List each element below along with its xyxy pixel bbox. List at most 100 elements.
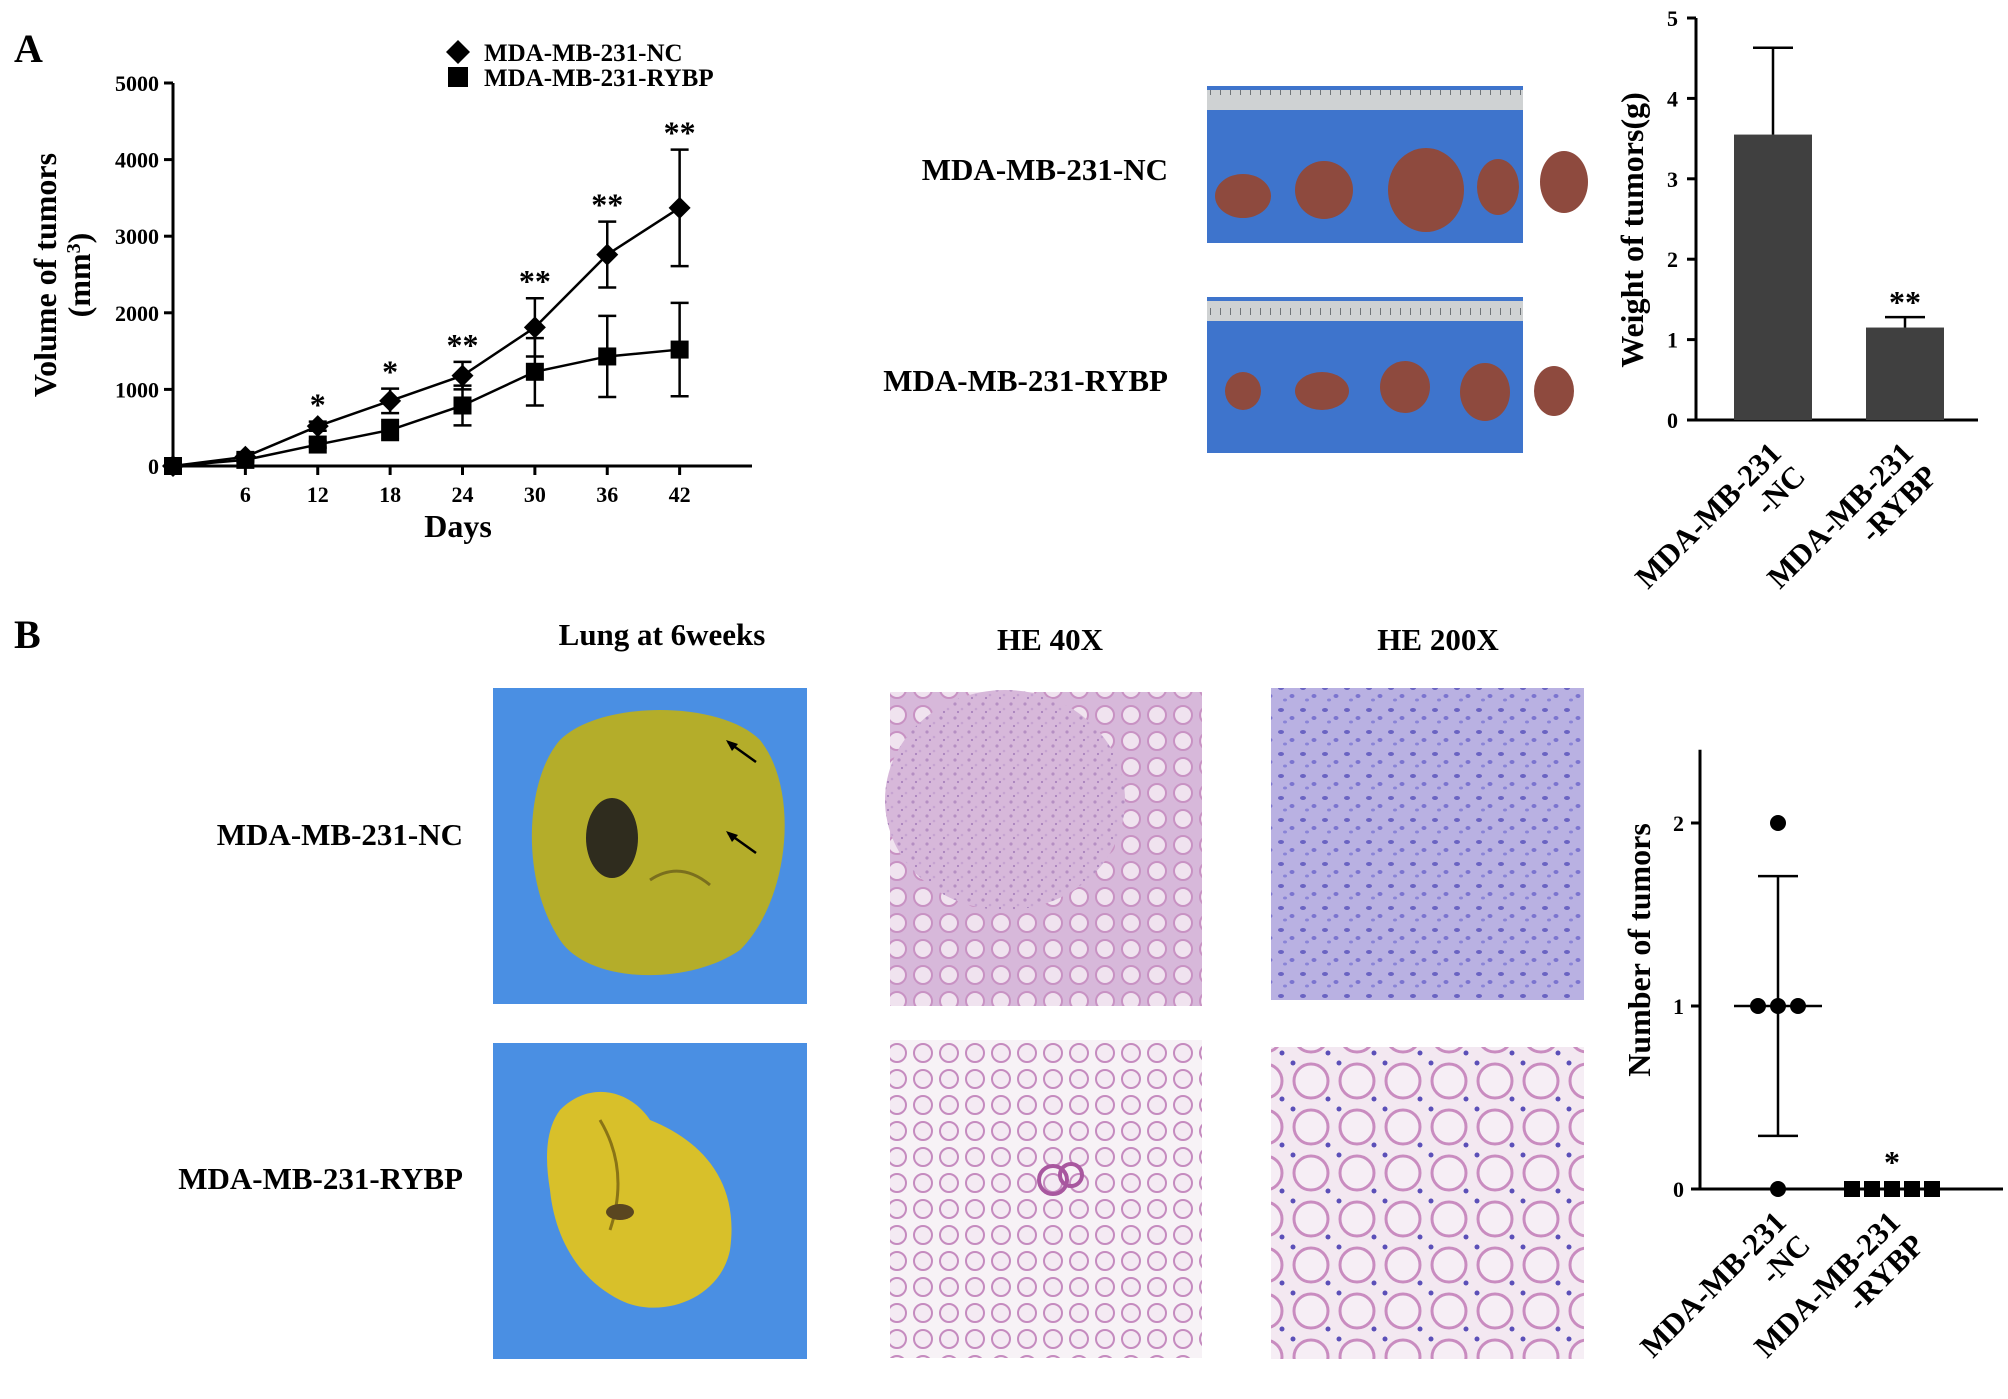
data-point-rybp bbox=[381, 420, 400, 439]
y-tick-label: 3 bbox=[1667, 167, 1678, 192]
data-point-rybp bbox=[1884, 1181, 1900, 1197]
significance-marker: ** bbox=[519, 263, 551, 299]
x-tick-label: 42 bbox=[669, 482, 691, 507]
legend-marker-rybp bbox=[448, 67, 468, 87]
he200-nc-cells bbox=[1271, 688, 1584, 1000]
tumor bbox=[1380, 361, 1430, 413]
he200-rybp-alveoli bbox=[1271, 1047, 1584, 1359]
data-point-rybp bbox=[1864, 1181, 1880, 1197]
data-point-rybp bbox=[453, 396, 472, 415]
data-point-rybp bbox=[670, 340, 689, 359]
tumor bbox=[1388, 148, 1464, 232]
y-tick-label: 2 bbox=[1673, 811, 1684, 836]
row-label-rybp: MDA-MB-231-RYBP bbox=[178, 1161, 463, 1196]
y-axis-label: Number of tumors bbox=[1621, 823, 1657, 1077]
data-point-nc bbox=[379, 389, 402, 412]
column-title-lung: Lung at 6weeks bbox=[559, 617, 766, 652]
data-point-nc bbox=[306, 415, 329, 438]
data-point-rybp bbox=[164, 457, 182, 475]
series-line-rybp bbox=[172, 348, 680, 468]
tumor bbox=[1534, 366, 1574, 416]
x-tick-label: 12 bbox=[307, 482, 329, 507]
significance-marker: * bbox=[1884, 1144, 1900, 1180]
y-tick-label: 4000 bbox=[115, 148, 159, 173]
data-point-rybp bbox=[525, 362, 544, 381]
x-tick-label: 30 bbox=[524, 482, 546, 507]
y-axis-unit-label: (mm3) bbox=[61, 233, 97, 318]
data-point-nc bbox=[1770, 815, 1786, 831]
y-tick-label: 0 bbox=[1673, 1177, 1684, 1202]
legend-entry: MDA-MB-231-RYBP bbox=[484, 65, 714, 92]
tumor-photo-nc bbox=[1207, 86, 1588, 243]
data-point-nc bbox=[1770, 1181, 1786, 1197]
he200-nc bbox=[1271, 688, 1584, 1000]
data-point-rybp bbox=[598, 347, 617, 366]
y-tick-label: 0 bbox=[148, 454, 159, 479]
arrow-head-icon bbox=[726, 740, 738, 751]
significance-marker: * bbox=[382, 354, 398, 390]
tumor-photo-nc-tumors bbox=[1215, 148, 1588, 232]
tumor-photo-rybp-ruler-ticks bbox=[1207, 301, 1523, 321]
data-point-rybp bbox=[1904, 1181, 1920, 1197]
data-point-nc bbox=[451, 364, 474, 387]
lung-nc bbox=[531, 710, 785, 976]
data-point-rybp bbox=[1844, 1181, 1860, 1197]
panel-label-b: B bbox=[14, 612, 41, 657]
he40-rybp-vessel bbox=[1058, 1162, 1084, 1188]
y-axis-unit-suffix: ) bbox=[61, 233, 97, 244]
row-label-nc: MDA-MB-231-NC bbox=[217, 817, 463, 852]
y-tick-label: 3000 bbox=[115, 224, 159, 249]
tumor bbox=[1295, 161, 1353, 219]
y-tick-label: 2 bbox=[1667, 247, 1678, 272]
arrow-head-icon bbox=[726, 831, 738, 842]
data-point-rybp bbox=[308, 435, 327, 454]
y-tick-label: 5000 bbox=[115, 71, 159, 96]
lung-photo-rybp bbox=[493, 1043, 807, 1359]
x-axis-label: Days bbox=[424, 508, 492, 544]
y-tick-label: 4 bbox=[1667, 86, 1678, 111]
y-tick-label: 1000 bbox=[115, 377, 159, 402]
he40-nc bbox=[885, 690, 1202, 1006]
data-point-nc bbox=[596, 243, 619, 266]
tumor-photo-label-rybp: MDA-MB-231-RYBP bbox=[883, 363, 1168, 398]
significance-marker: * bbox=[310, 387, 326, 423]
significance-marker: ** bbox=[591, 187, 623, 223]
column-title-he40: HE 40X bbox=[997, 622, 1104, 657]
y-axis-label: Weight of tumors(g) bbox=[1614, 92, 1650, 368]
tumor-photo-label-nc: MDA-MB-231-NC bbox=[922, 152, 1168, 187]
data-point-nc bbox=[523, 316, 546, 339]
x-tick-label: 24 bbox=[452, 482, 474, 507]
y-axis-label: Volume of tumors bbox=[27, 153, 63, 397]
y-tick-label: 1 bbox=[1673, 994, 1684, 1019]
tumor-volume-line-chart: 0 1000 2000 3000 4000 5000 6 12 18 24 30 36 42 Days Vo… bbox=[27, 40, 752, 544]
y-tick-label: 0 bbox=[1667, 408, 1678, 433]
tumor bbox=[1477, 159, 1519, 215]
y-axis-unit-superscript: 3 bbox=[63, 243, 85, 253]
legend-marker-nc bbox=[446, 40, 470, 64]
data-point-rybp bbox=[1924, 1181, 1940, 1197]
y-tick-label: 5 bbox=[1667, 6, 1678, 31]
x-tick-label: 6 bbox=[240, 482, 251, 507]
tumor bbox=[1295, 372, 1349, 410]
he40-nc-tumor-texture bbox=[885, 690, 1125, 910]
column-title-he200: HE 200X bbox=[1377, 622, 1499, 657]
significance-marker: ** bbox=[664, 115, 696, 151]
bar bbox=[1866, 327, 1944, 420]
lung-rybp-hilum bbox=[606, 1204, 634, 1220]
x-tick-label: 36 bbox=[596, 482, 618, 507]
he40-rybp-vessel bbox=[1037, 1164, 1069, 1196]
lung-rybp bbox=[547, 1091, 732, 1308]
x-tick-label: 18 bbox=[379, 482, 401, 507]
tumor-photo-rybp bbox=[1207, 297, 1574, 453]
significance-marker: ** bbox=[447, 327, 479, 363]
data-point-nc bbox=[668, 196, 691, 219]
he200-rybp bbox=[1271, 1047, 1584, 1359]
he40-rybp bbox=[890, 1040, 1202, 1358]
he40-rybp-alveoli bbox=[890, 1040, 1202, 1358]
lung-nc-hilum bbox=[586, 798, 638, 878]
significance-marker: ** bbox=[1889, 284, 1921, 320]
y-tick-label: 2000 bbox=[115, 301, 159, 326]
